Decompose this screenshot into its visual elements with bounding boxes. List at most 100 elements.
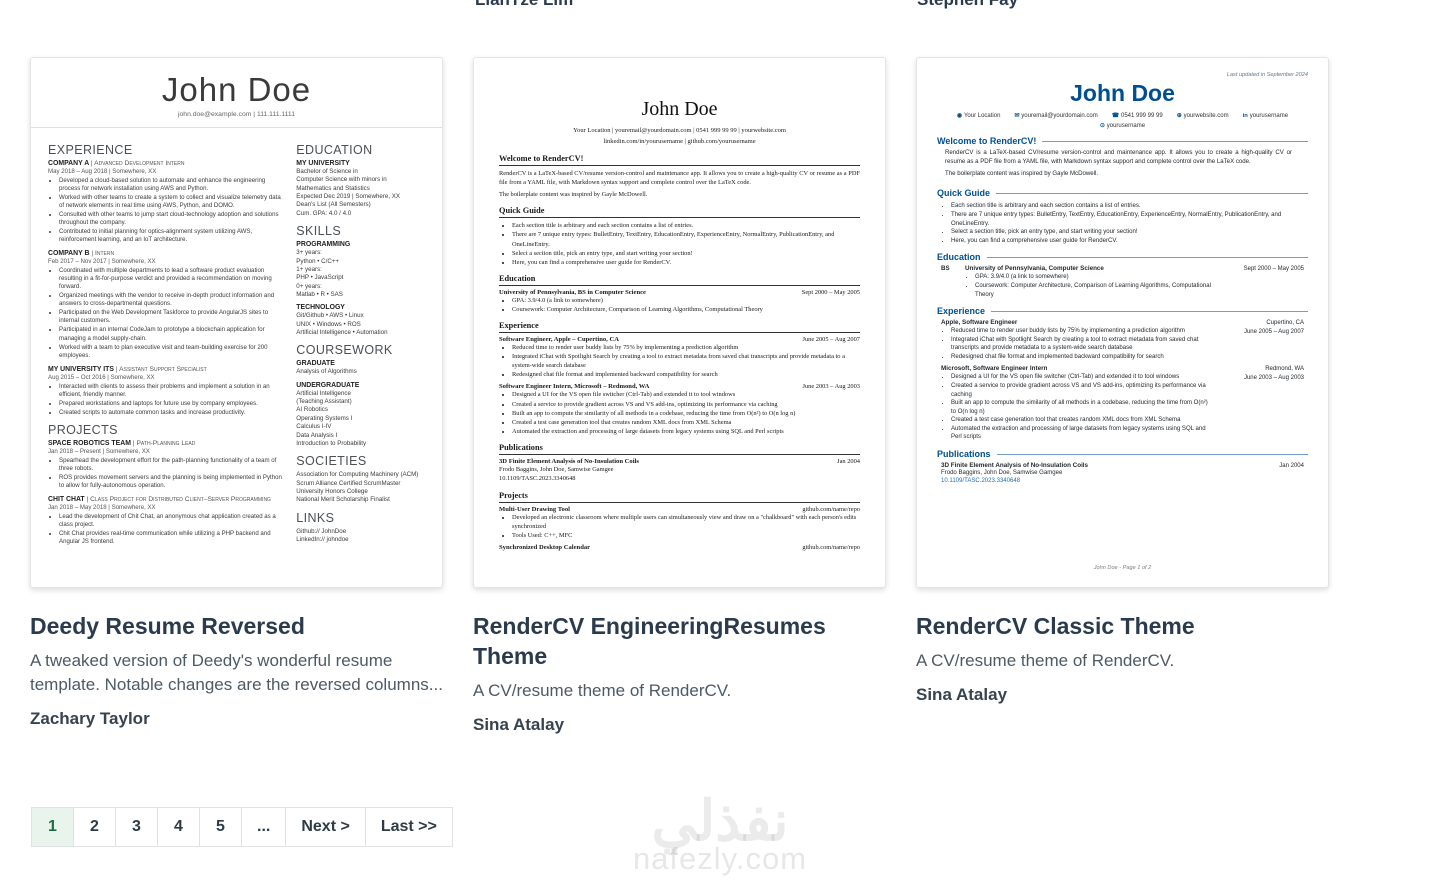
entry-bullet: Organized meetings with the vendor to re… xyxy=(59,292,282,308)
entry-title: Synchronized Desktop Calendar xyxy=(499,544,591,552)
resume-entry: Each section title is arbitrary and each… xyxy=(941,201,1304,245)
entry-meta: Feb 2017 – Nov 2017 | Somewhere, XX xyxy=(48,258,156,266)
block-line: Data Analysis I xyxy=(296,431,338,439)
section-heading: Welcome to RenderCV! xyxy=(499,154,860,167)
contact-text: yourusername xyxy=(1106,123,1146,129)
pagination-page[interactable]: 2 xyxy=(73,807,116,847)
template-preview-engineeringresumes[interactable]: John Doe Your Location | youremail@yourd… xyxy=(473,57,886,588)
entry-title: CHIT CHAT | Class Project for Distribute… xyxy=(48,495,271,503)
entry-bullet: Redesigned chat file format and implemen… xyxy=(512,370,860,379)
pagination-page-current[interactable]: 1 xyxy=(31,807,74,847)
resume-body: EXPERIENCE COMPANY A | Advanced Developm… xyxy=(31,128,442,552)
resume-section: Experience Apple, Software Engineer Redu… xyxy=(937,306,1308,442)
entry-bullet: Coursework: Computer Architecture, Compa… xyxy=(975,282,1212,299)
resume-entry: Synchronized Desktop Calendar github.com… xyxy=(499,544,860,551)
block-line: Operating Systems I xyxy=(296,414,353,422)
template-title-link[interactable]: RenderCV Classic Theme xyxy=(916,613,1195,639)
template-title-link[interactable]: RenderCV EngineeringResumes Theme xyxy=(473,613,826,669)
entry-date: github.com/name/repo xyxy=(802,544,860,552)
template-preview-deedy[interactable]: John Doe john.doe@example.com | 111.111.… xyxy=(30,57,443,588)
section-paragraph: The boilerplate content was inspired by … xyxy=(945,169,1099,177)
section-heading: COURSEWORK xyxy=(296,343,393,358)
resume-entry: COMPANY A | Advanced Development Intern … xyxy=(48,160,282,244)
pagination-page[interactable]: 4 xyxy=(157,807,200,847)
section-bullet: Select a section title, pick an entry ty… xyxy=(512,249,860,258)
resume-block: GRADUATE Analysis of Algorithms xyxy=(296,360,425,376)
pagination-page[interactable]: 3 xyxy=(115,807,158,847)
entry-head: Synchronized Desktop Calendar github.com… xyxy=(499,544,860,551)
contact-text: 0541 999 99 99 xyxy=(1120,113,1163,119)
block-line: Artificial Intelligence • Automation xyxy=(296,329,388,337)
entry-role: | Path-Planning Lead xyxy=(132,439,196,447)
prev-row-author-link[interactable]: Stephen Fay xyxy=(917,0,1018,10)
resume-contact: Your Location | youremail@yourdomain.com… xyxy=(499,125,860,147)
template-grid: John Doe john.doe@example.com | 111.111.… xyxy=(30,57,1329,735)
block-line: Analysis of Algorithms xyxy=(296,368,357,376)
entry-title: University of Pennsylvania, Computer Sci… xyxy=(965,265,1104,273)
entry-bullet: Created a test case generation tool that… xyxy=(951,416,1212,425)
pagination-page[interactable]: ... xyxy=(241,807,287,847)
section-heading: Quick Guide xyxy=(499,206,860,219)
email-icon: ✉ xyxy=(1014,113,1020,119)
entry-date-location: Redmond, WA xyxy=(1265,366,1304,373)
template-author-link[interactable]: Zachary Taylor xyxy=(30,709,150,729)
entry-bullet: Here, you can find a comprehensive user … xyxy=(951,237,1296,246)
template-title-link[interactable]: Deedy Resume Reversed xyxy=(30,613,305,639)
section-heading: Quick Guide xyxy=(937,188,991,199)
pagination-next-button[interactable]: Next > xyxy=(285,807,366,847)
entry-head: 3D Finite Element Analysis of No-Insulat… xyxy=(499,458,860,465)
template-author-link[interactable]: Sina Atalay xyxy=(916,685,1008,705)
pagination-page[interactable]: 5 xyxy=(199,807,242,847)
block-line: AI Robotics xyxy=(296,406,328,414)
block-title: UNDERGRADUATE xyxy=(296,381,360,389)
entry-date: June 2005 – Aug 2007 xyxy=(802,336,860,344)
website-link-icon: ⊕ xyxy=(1176,113,1182,119)
template-author-link[interactable]: Sina Atalay xyxy=(473,714,565,734)
resume-entry: Multi-User Drawing Tool github.com/name/… xyxy=(499,506,860,540)
entry-bullet: Created a service to provide gradient ac… xyxy=(951,382,1212,399)
entry-bullet: Chit Chat provides real-time communicati… xyxy=(59,530,282,546)
contact-item: ☎ 0541 999 99 99 xyxy=(1112,113,1163,119)
entry-bullet: Integrated iChat with Spotlight Search b… xyxy=(951,336,1212,353)
resume-section: Education BS University of Pennsylvania,… xyxy=(937,252,1308,299)
resume-section: Experience Software Engineer, Apple – Cu… xyxy=(499,321,860,436)
prev-row-author-link[interactable]: LianTze Lim xyxy=(475,0,573,10)
entry-main: Apple, Software Engineer Reduced time to… xyxy=(941,319,1220,361)
section-heading: LINKS xyxy=(296,510,335,525)
contact-item: ✉ youremail@yourdomain.com xyxy=(1014,113,1097,119)
contact-text: youremail@yourdomain.com xyxy=(1021,113,1098,119)
entry-bullet: Participated on the Web Development Task… xyxy=(59,309,282,325)
section-heading: PROJECTS xyxy=(48,422,118,437)
entry-bullet: Consulted with other teams to jump start… xyxy=(59,211,282,227)
entry-role: | Intern xyxy=(91,250,115,258)
block-line: 0+ years: xyxy=(296,282,322,290)
entry-title: 3D Finite Element Analysis of No-Insulat… xyxy=(941,462,1089,470)
degree-label: BS xyxy=(941,265,950,273)
section-bullet: Each section title is arbitrary and each… xyxy=(512,221,860,230)
block-line: Python • C/C++ xyxy=(296,257,340,265)
block-title: MY UNIVERSITY xyxy=(296,160,350,167)
section-heading: Welcome to RenderCV! xyxy=(937,136,1037,146)
entry-head: Software Engineer Intern, Microsoft – Re… xyxy=(499,383,860,390)
entry-bullet: Each section title is arbitrary and each… xyxy=(951,202,1296,211)
resume-block: MY UNIVERSITY Bachelor of Science in Comp… xyxy=(296,160,425,218)
resume-block: Association for Computing Machinery (ACM… xyxy=(296,471,425,504)
watermark-arabic-text: نفذلي xyxy=(651,789,789,852)
section-rule xyxy=(996,192,1308,194)
entry-bullet: Automated the extraction and processing … xyxy=(951,425,1212,442)
entry-date-location: Cupertino, CA xyxy=(1266,320,1304,327)
block-line: Artificial Intelligence xyxy=(296,389,351,397)
contact-text: Your Location xyxy=(963,113,1001,119)
block-line: LinkedIn:// johndoe xyxy=(296,536,349,544)
section-heading: Education xyxy=(499,274,860,286)
entry-head: Software Engineer, Apple – Cupertino, CA… xyxy=(499,336,860,343)
template-preview-classic[interactable]: Last updated in September 2024 John Doe … xyxy=(916,57,1329,588)
resume-section: Publications 3D Finite Element Analysis … xyxy=(937,449,1308,484)
resume-section: COURSEWORK GRADUATE Analysis of Algorith… xyxy=(296,343,425,448)
section-heading-row: Quick Guide xyxy=(937,188,1308,198)
entry-title: SPACE ROBOTICS TEAM | Path-Planning Lead xyxy=(48,439,196,447)
template-card-classic: Last updated in September 2024 John Doe … xyxy=(916,57,1329,735)
entry-title: 3D Finite Element Analysis of No-Insulat… xyxy=(499,457,639,465)
pagination-last-button[interactable]: Last >> xyxy=(364,807,453,847)
